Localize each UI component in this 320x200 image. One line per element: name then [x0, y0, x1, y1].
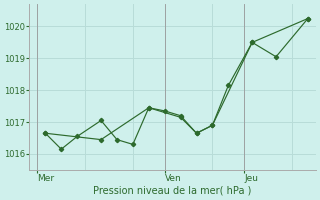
X-axis label: Pression niveau de la mer( hPa ): Pression niveau de la mer( hPa ) [93, 186, 252, 196]
